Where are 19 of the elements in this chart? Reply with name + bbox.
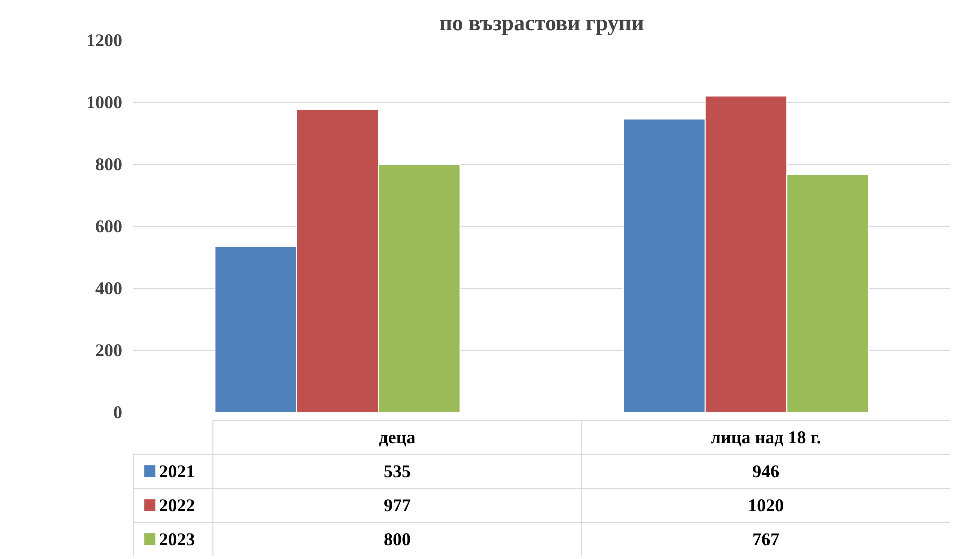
y-tick-label: 400: [96, 278, 122, 298]
data-label: 946: [752, 462, 780, 482]
y-tick-label: 200: [96, 340, 122, 360]
legend-label: 2023: [159, 530, 196, 550]
x-tick-label: лица над 18 г.: [710, 428, 822, 448]
data-label: 977: [384, 496, 411, 516]
data-label: 1020: [748, 496, 784, 516]
y-tick-label: 0: [114, 402, 122, 422]
data-label: 767: [752, 530, 780, 550]
y-tick-label: 1200: [86, 30, 122, 50]
x-tick-label: деца: [379, 428, 416, 448]
y-tick-label: 600: [96, 216, 122, 236]
legend-label: 2022: [159, 496, 196, 516]
y-tick-label: 1000: [86, 92, 122, 112]
y-tick-label: 800: [96, 154, 122, 174]
data-label: 800: [384, 530, 411, 550]
legend-label: 2021: [159, 462, 196, 482]
data-label: 535: [384, 462, 411, 482]
chart-title: по възрастови групи: [440, 10, 645, 36]
